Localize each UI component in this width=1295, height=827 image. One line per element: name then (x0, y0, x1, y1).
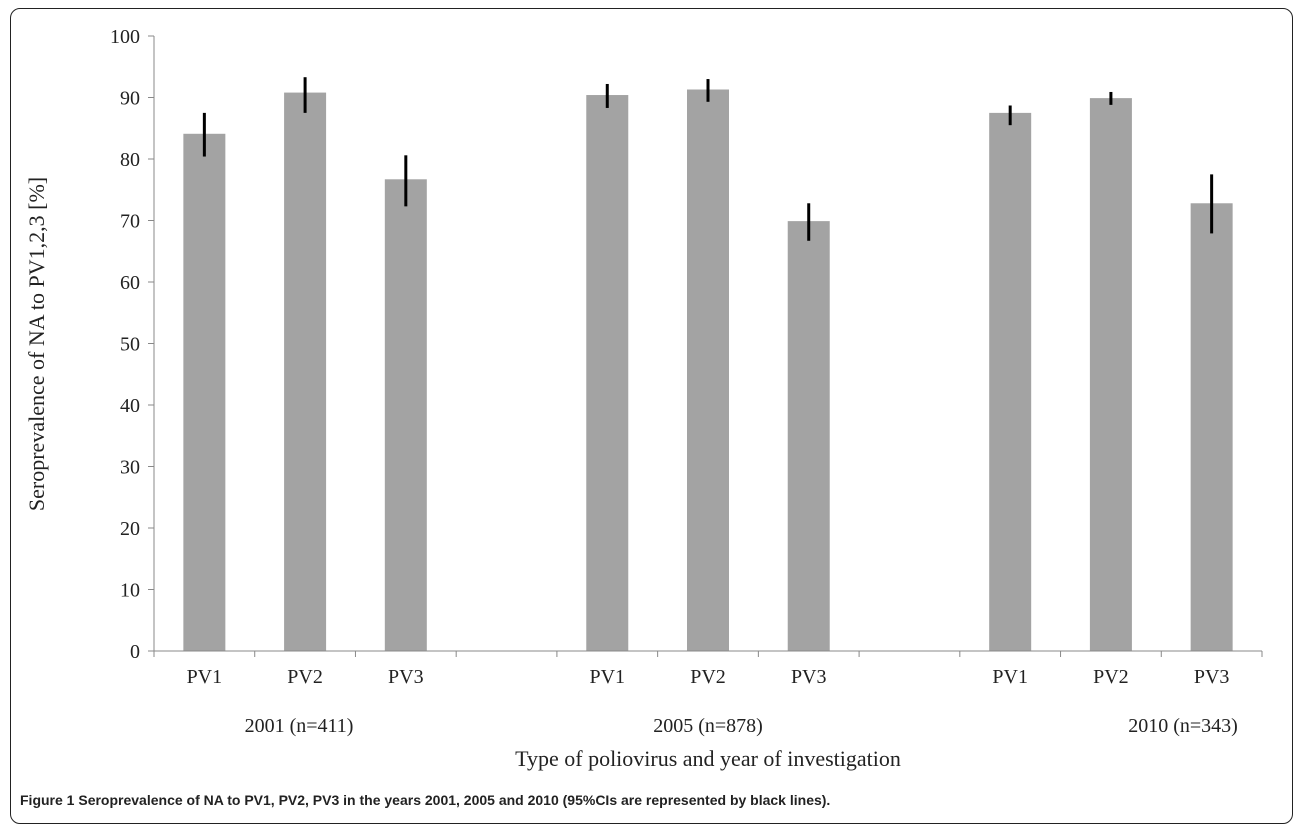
bar-pv1-3 (989, 112, 1032, 651)
figure-number: Figure 1 (20, 792, 75, 808)
y-tick-label: 30 (120, 457, 140, 479)
bar-pv3-3 (1190, 203, 1233, 651)
bar-pv3-2 (787, 221, 830, 652)
bar-pv3-1 (384, 179, 427, 652)
x-category-label: PV1 (187, 666, 223, 688)
x-category-label: PV3 (1194, 666, 1230, 688)
x-category-label: PV1 (992, 666, 1028, 688)
x-category-label: PV2 (287, 666, 323, 688)
x-category-label: PV1 (589, 666, 625, 688)
group-label: 2001 (n=411) (245, 715, 354, 737)
figure-caption: Figure 1 Seroprevalence of NA to PV1, PV… (20, 792, 1280, 808)
bars (183, 89, 1233, 652)
bar-pv1-2 (586, 95, 629, 652)
x-category-label: PV3 (791, 666, 827, 688)
bar-pv2-2 (687, 89, 729, 651)
bar-pv2-3 (1089, 98, 1132, 652)
x-category-label: PV2 (690, 666, 726, 688)
y-tick-label: 90 (120, 88, 140, 110)
bar-pv2-1 (284, 92, 327, 651)
y-tick-label: 40 (120, 395, 140, 417)
y-tick-label: 0 (130, 641, 140, 663)
x-category-label: PV3 (388, 666, 424, 688)
y-tick-label: 100 (110, 26, 140, 48)
y-axis-title: Seroprevalence of NA to PV1,2,3 [%] (24, 177, 49, 511)
caption-text: Seroprevalence of NA to PV1, PV2, PV3 in… (78, 792, 831, 808)
y-tick-label: 60 (120, 272, 140, 294)
category-labels: PV1 PV2 PV3 PV1 PV2 PV3 PV1 PV2 PV3 (187, 666, 1230, 688)
y-tick-label: 20 (120, 518, 140, 540)
y-tick-label: 50 (120, 334, 140, 356)
x-category-label: PV2 (1093, 666, 1129, 688)
y-tick-label: 10 (120, 580, 140, 602)
y-axis-ticks: 0 10 20 30 40 50 60 70 80 90 100 (110, 26, 154, 663)
group-label: 2010 (n=343) (1128, 715, 1238, 737)
error-bars (202, 77, 1214, 241)
group-label: 2005 (n=878) (653, 715, 763, 737)
y-tick-label: 70 (120, 211, 140, 233)
group-labels: 2001 (n=411) 2005 (n=878) 2010 (n=343) (245, 715, 1238, 737)
axes (153, 36, 1263, 657)
x-axis-title: Type of poliovirus and year of investiga… (515, 746, 901, 771)
y-tick-label: 80 (120, 149, 140, 171)
bar-pv1-1 (183, 133, 226, 651)
